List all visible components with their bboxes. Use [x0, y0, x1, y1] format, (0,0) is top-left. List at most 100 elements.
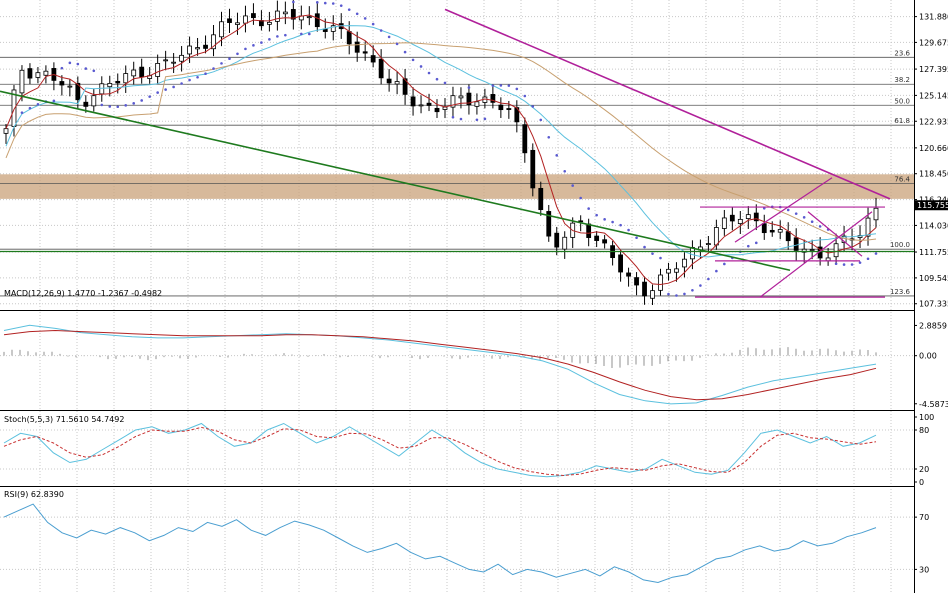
channel-lower	[759, 211, 873, 298]
fib-level-label: 61.8	[894, 117, 910, 125]
psar-dot	[723, 262, 726, 266]
psar-dot	[786, 208, 790, 212]
psar-dot	[268, 38, 271, 41]
candle-body	[362, 51, 368, 54]
psar-dot	[363, 17, 367, 20]
indicator-labels: MACD(12,26,9) 1.4770 -1.2367 -0.4982 Sto…	[4, 289, 162, 499]
candle-body	[618, 254, 623, 273]
candle-body	[402, 78, 408, 95]
candle-body	[562, 236, 568, 250]
psar-dot	[331, 2, 335, 5]
stoch-tick-label: 20	[919, 465, 929, 474]
psar-dot	[300, 32, 303, 36]
macd-panel	[0, 324, 914, 405]
psar-dot	[555, 154, 559, 157]
candle-body	[227, 18, 232, 23]
candle-body	[434, 107, 440, 113]
psar-dot	[459, 117, 463, 121]
psar-dot	[579, 196, 582, 200]
psar-dot	[36, 103, 40, 106]
psar-dot	[28, 106, 32, 110]
candle-body	[235, 22, 240, 25]
psar-dot	[467, 86, 471, 89]
fib-level-label: 50.0	[894, 97, 910, 105]
psar-dot	[619, 223, 622, 227]
psar-dot	[315, 1, 319, 4]
psar-dot	[571, 184, 574, 187]
candle-body	[761, 223, 767, 234]
price-tick-label: 109.545	[919, 274, 948, 283]
psar-dot	[699, 284, 702, 287]
psar-dot	[276, 35, 279, 38]
psar-dot	[635, 236, 638, 240]
candle-body	[171, 61, 177, 64]
fib-level-label: 23.6	[894, 49, 910, 57]
candle-body	[769, 229, 775, 233]
fib-level-label: 76.4	[894, 176, 910, 184]
candle-body	[163, 59, 169, 62]
candle-body	[266, 21, 272, 25]
candle-body	[801, 248, 807, 253]
psar-dot	[419, 65, 423, 68]
candle-body	[865, 217, 871, 237]
candle-body	[745, 214, 751, 219]
channel-diag	[807, 211, 863, 257]
price-tick-label: 122.935	[919, 117, 948, 126]
candle-body	[777, 229, 783, 233]
candle-body	[450, 95, 456, 108]
psar-dot	[643, 245, 646, 249]
candle-body	[370, 55, 376, 63]
psar-dot	[244, 47, 247, 51]
psar-dot	[236, 52, 239, 56]
candle-body	[721, 217, 727, 229]
candle-body	[793, 237, 799, 251]
psar-dot	[228, 57, 231, 61]
candle-body	[522, 124, 528, 154]
psar-dot	[435, 77, 439, 81]
psar-dot	[539, 118, 543, 122]
price-tick-label: 125.145	[919, 91, 948, 100]
candle-body	[115, 80, 121, 84]
psar-dot	[124, 104, 128, 107]
psar-dot	[156, 91, 159, 94]
macd-label: MACD(12,26,9) 1.4770 -1.2367 -0.4982	[4, 289, 162, 298]
price-tick-label: 116.240	[919, 196, 948, 205]
candle-body	[195, 47, 200, 50]
psar-dot	[683, 292, 686, 296]
psar-dot	[754, 241, 758, 245]
grid-layer	[0, 0, 915, 593]
psar-dot	[715, 269, 718, 273]
ma-mid-line	[5, 25, 877, 258]
stoch-tick-label: 100	[919, 413, 934, 422]
candle-body	[91, 95, 97, 107]
rsi-line	[3, 503, 877, 584]
price-tick-label: 127.395	[919, 65, 948, 74]
psar-dot	[204, 72, 207, 75]
psar-dot	[499, 84, 503, 87]
candle-body	[498, 104, 504, 111]
psar-dot	[874, 252, 878, 255]
psar-dot	[220, 62, 223, 65]
psar-dot	[308, 32, 311, 36]
candle-body	[809, 249, 815, 251]
psar-dot	[427, 71, 431, 75]
psar-dot	[858, 261, 862, 264]
psar-dot	[491, 84, 495, 87]
psar-dot	[531, 105, 535, 108]
price-tick-label: 107.335	[919, 300, 948, 309]
candle-body	[3, 128, 9, 134]
psar-dot	[443, 81, 447, 85]
price-tick-label: 111.755	[919, 248, 948, 257]
psar-dot	[379, 29, 383, 32]
candle-body	[729, 214, 735, 222]
candle-body	[203, 44, 208, 49]
psar-dot	[371, 22, 375, 26]
psar-dot	[92, 69, 96, 73]
psar-dot	[100, 103, 104, 107]
candle-body	[753, 212, 759, 222]
psar-dot	[172, 85, 175, 89]
psar-dot	[188, 78, 191, 82]
psar-dot	[212, 67, 215, 70]
